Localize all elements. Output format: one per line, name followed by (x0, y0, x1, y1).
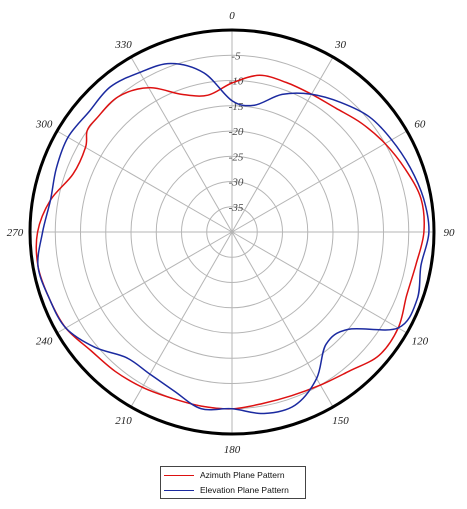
legend-swatch-azimuth (164, 474, 194, 476)
angle-tick-label: 150 (332, 415, 349, 427)
angle-tick-label: 240 (36, 336, 53, 348)
chart-legend: Azimuth Plane Pattern Elevation Plane Pa… (160, 466, 306, 499)
grid-spoke (130, 56, 233, 233)
legend-item-elevation: Elevation Plane Pattern (161, 483, 305, 497)
angle-tick-label: 300 (35, 119, 53, 131)
angle-tick-label: 270 (7, 227, 24, 239)
angle-tick-label: 0 (229, 10, 235, 22)
series-line-azimuth (35, 74, 425, 410)
radial-tick-label: -20 (229, 126, 244, 138)
legend-item-azimuth: Azimuth Plane Pattern (161, 468, 305, 482)
grid-spoke (56, 130, 233, 233)
radial-tick-label: -15 (229, 101, 244, 113)
series-line-elevation (37, 62, 430, 415)
outer-rim (28, 28, 436, 436)
grid-spoke (231, 130, 408, 233)
grid-spoke (231, 231, 334, 408)
angle-tick-label: 330 (114, 39, 132, 51)
legend-label-azimuth: Azimuth Plane Pattern (200, 470, 285, 480)
legend-swatch-elevation (164, 489, 194, 491)
radial-tick-label: -30 (229, 177, 244, 189)
grid-spoke (56, 231, 233, 334)
radial-tick-label: -35 (229, 202, 244, 214)
radial-tick-label: -25 (229, 151, 244, 163)
legend-label-elevation: Elevation Plane Pattern (200, 485, 289, 495)
radial-tick-label: -5 (231, 50, 241, 62)
grid-spoke (231, 56, 334, 233)
angle-tick-label: 180 (224, 444, 241, 456)
angle-tick-label: 30 (334, 39, 347, 51)
angle-tick-label: 210 (115, 415, 132, 427)
angle-tick-label: 60 (414, 119, 426, 131)
angle-tick-label: 90 (444, 227, 456, 239)
grid-spoke (130, 231, 233, 408)
angle-tick-label: 120 (412, 336, 429, 348)
grid-spoke (231, 231, 408, 334)
